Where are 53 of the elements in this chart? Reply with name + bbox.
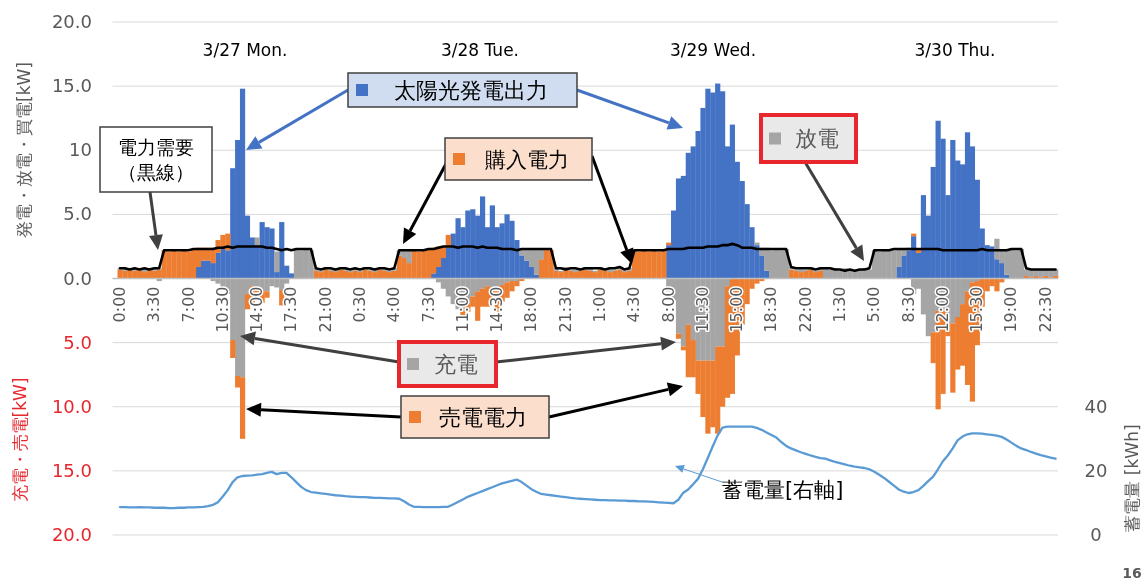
y-tick-label: 15.0: [51, 459, 92, 481]
x-tick-label: 3:30: [144, 286, 164, 323]
x-tick-label: 0:00: [109, 286, 129, 323]
y2-tick-label: 0: [1090, 524, 1102, 545]
text: 電力需要（黒線）: [118, 135, 194, 183]
y-tick-label: 20.0: [51, 11, 92, 32]
y-tick-label: 0.0: [63, 267, 92, 289]
legend-label: 充電: [433, 351, 478, 377]
x-tick-label: 10:30: [212, 286, 232, 333]
text: 充電・売電[kW]: [10, 377, 30, 503]
x-tick-label: 7:30: [418, 286, 438, 323]
y-tick-label: 20.0: [51, 524, 92, 545]
x-tick-label: 17:30: [281, 286, 301, 333]
legend-label: 蓄電量[右軸]: [722, 478, 844, 502]
annotation: 3/29 Wed.: [669, 40, 757, 60]
annotation: 3/28 Tue.: [440, 40, 520, 60]
x-tick-label: 15:00: [727, 286, 747, 333]
y2-tick-label: 40: [1084, 395, 1108, 417]
legend-label: 購入電力: [484, 147, 569, 172]
x-tick-label: 21:30: [555, 286, 575, 333]
annotation: 3/27 Mon.: [202, 40, 288, 60]
x-tick-label: 7:00: [178, 286, 198, 323]
x-tick-label: 0:30: [349, 286, 369, 323]
x-tick-label: 19:00: [1001, 286, 1021, 333]
y-tick-label: 15.0: [51, 75, 92, 97]
legend-label: 放電: [794, 126, 839, 152]
x-tick-label: 15:30: [967, 286, 987, 333]
y-tick-label: 10: [69, 139, 92, 161]
x-tick-label: 5:00: [864, 286, 884, 323]
x-tick-label: 14:30: [487, 286, 507, 333]
x-tick-label: 8:00: [658, 286, 678, 323]
legend-label: 売電電力: [439, 404, 527, 430]
x-tick-label: 18:30: [761, 286, 781, 333]
y-tick-label: 5.0: [63, 203, 92, 225]
annotation: 3/30 Thu.: [914, 40, 996, 60]
y2-axis-title: 蓄電量 [kWh]: [1122, 424, 1142, 532]
x-tick-label: 18:00: [521, 286, 541, 333]
x-tick-label: 21:00: [315, 286, 335, 333]
y-tick-label: 5.0: [63, 331, 92, 353]
x-tick-label: 4:00: [384, 286, 404, 323]
x-tick-label: 1:00: [590, 286, 609, 323]
x-tick-label: 1:30: [830, 286, 850, 323]
x-tick-label: 14:00: [247, 286, 267, 333]
x-tick-label: 22:00: [795, 286, 815, 333]
y-axis-title: 発電・放電・買電[kW]: [14, 62, 34, 238]
x-tick-label: 8:30: [898, 286, 918, 323]
x-tick-label: 4:30: [624, 286, 644, 323]
x-tick-label: 11:30: [692, 286, 712, 333]
legend-label: 太陽光発電出力: [393, 77, 548, 103]
y-tick-label: 10.0: [51, 395, 92, 417]
x-tick-label: 22:30: [1035, 286, 1055, 333]
y2-tick-label: 20: [1084, 459, 1108, 481]
text: 16: [1122, 565, 1142, 581]
